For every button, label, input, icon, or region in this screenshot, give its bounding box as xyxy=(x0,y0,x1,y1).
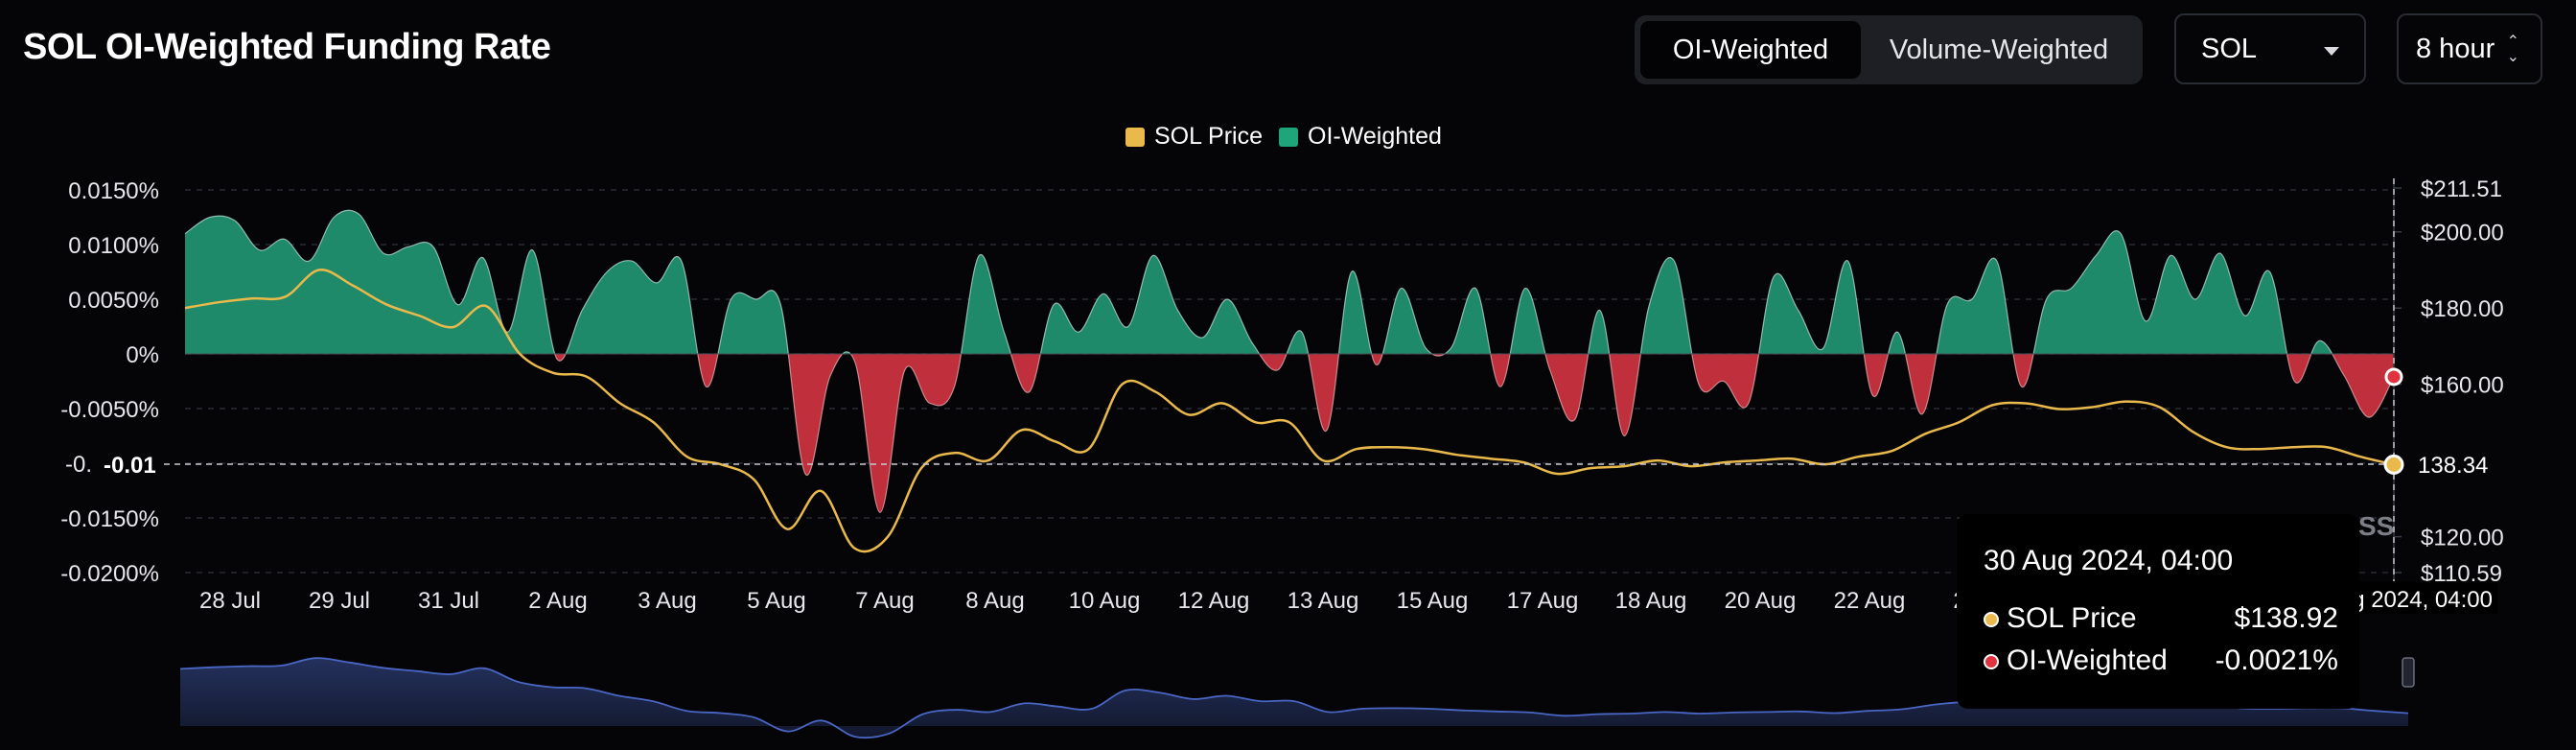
legend-label: OI-Weighted xyxy=(1308,123,1442,150)
legend-swatch xyxy=(1126,128,1145,147)
legend-label: SOL Price xyxy=(1154,123,1263,150)
sol-price-line xyxy=(184,269,2395,553)
price-marker xyxy=(2383,454,2404,475)
y-tick-label: 0.0050% xyxy=(68,288,159,314)
x-axis: 28 Jul 29 Jul 31 Jul 2 Aug 3 Aug 5 Aug 7 Aug 8 … xyxy=(199,588,1966,614)
chart-legend: SOL Price OI-Weighted xyxy=(1126,123,1442,150)
y-right-tick-label: $160.00 xyxy=(2421,373,2504,399)
y-tick-label: -0.0150% xyxy=(60,506,159,532)
y-right-tick-label: $200.00 xyxy=(2421,221,2504,246)
y-tick-label: 0.0150% xyxy=(68,178,159,204)
crosshair: -0.01 138.34 30 Aug 2024, 04:00 SS xyxy=(94,178,2497,614)
x-tick-label: 2 Aug xyxy=(528,588,587,614)
negative-edge xyxy=(554,354,2395,513)
x-tick-label: 22 Aug xyxy=(1834,588,1906,614)
tooltip-funding-label: OI-Weighted xyxy=(2007,645,2168,676)
x-tick-label: 5 Aug xyxy=(747,588,805,614)
navigator-area xyxy=(180,658,2408,738)
y-right-tick-label: $180.00 xyxy=(2421,296,2504,322)
tooltip-title: 30 Aug 2024, 04:00 xyxy=(1984,545,2234,576)
crosshair-right-label: 138.34 xyxy=(2418,453,2488,479)
y-axis-left: 0.0150% 0.0100% 0.0050% 0% -0.0050% -0.0150% -… xyxy=(60,178,159,587)
funding-dot-icon xyxy=(1984,654,1999,670)
tooltip-row-price: SOL Price $138.92 xyxy=(1984,602,2338,635)
x-tick-label: 10 Aug xyxy=(1069,588,1141,614)
navigator-ss-label: SS xyxy=(2358,511,2394,541)
x-tick-label: 29 Jul xyxy=(309,588,370,614)
page-title: SOL OI-Weighted Funding Rate xyxy=(23,27,551,67)
price-line xyxy=(184,269,2395,553)
x-tick-label: 12 Aug xyxy=(1178,588,1250,614)
y-tick-label: -0.0050% xyxy=(60,397,159,423)
tab-oi-weighted[interactable]: OI-Weighted xyxy=(1640,21,1861,79)
crosshair-left-bg xyxy=(94,447,163,481)
positive-edge xyxy=(184,209,2333,354)
funding-rate-area xyxy=(184,209,2395,513)
x-tick-label: 13 Aug xyxy=(1288,588,1359,614)
weighting-toggle: OI-Weighted Volume-Weighted xyxy=(1635,15,2143,84)
y-tick-label: 0% xyxy=(126,342,159,368)
legend-swatch xyxy=(1279,128,1298,147)
y-right-tick-label: $120.00 xyxy=(2421,526,2504,551)
coin-select-value: SOL xyxy=(2201,34,2258,64)
positive-area xyxy=(185,210,2394,354)
interval-select[interactable]: 8 hour ⌃ ⌄ xyxy=(2397,13,2542,84)
y-axis-right: $211.51$200.00$180.00$160.00$120.00$110.… xyxy=(2393,176,2504,587)
x-tick-label: 28 Jul xyxy=(199,588,261,614)
chevron-down-icon xyxy=(2324,47,2339,56)
x-tick-label: 15 Aug xyxy=(1397,588,1469,614)
x-tick-label: 7 Aug xyxy=(855,588,914,614)
tooltip: 30 Aug 2024, 04:00 SOL Price $138.92 OI-… xyxy=(1957,514,2359,709)
x-tick-label: 20 Aug xyxy=(1725,588,1797,614)
funding-marker xyxy=(2384,367,2403,387)
tab-volume-weighted[interactable]: Volume-Weighted xyxy=(1889,35,2109,65)
x-tick-label: 8 Aug xyxy=(965,588,1024,614)
tooltip-funding-value: -0.0021% xyxy=(2215,645,2338,676)
x-tick-label: 3 Aug xyxy=(638,588,696,614)
x-tick-label: 18 Aug xyxy=(1615,588,1687,614)
up-down-arrows-icon: ⌃ ⌄ xyxy=(2506,34,2519,65)
tooltip-row-funding: OI-Weighted -0.0021% xyxy=(1984,645,2338,677)
tooltip-price-label: SOL Price xyxy=(2007,602,2137,634)
x-tick-label: 31 Jul xyxy=(418,588,479,614)
y-tick-label: -0. xyxy=(65,452,92,478)
x-tick-label: 17 Aug xyxy=(1507,588,1579,614)
tooltip-price-value: $138.92 xyxy=(2234,602,2338,634)
y-tick-label: 0.0100% xyxy=(68,233,159,259)
crosshair-left-label: -0.01 xyxy=(104,453,156,479)
price-dot-icon xyxy=(1984,612,1999,628)
interval-select-value: 8 hour xyxy=(2416,34,2495,64)
y-tick-label: -0.0200% xyxy=(60,561,159,587)
coin-select[interactable]: SOL xyxy=(2174,13,2366,84)
navigator-handle xyxy=(2402,657,2415,688)
y-right-tick-label: $211.51 xyxy=(2421,176,2502,202)
crosshair-bottom-bg xyxy=(2354,581,2497,614)
negative-area xyxy=(185,354,2394,513)
